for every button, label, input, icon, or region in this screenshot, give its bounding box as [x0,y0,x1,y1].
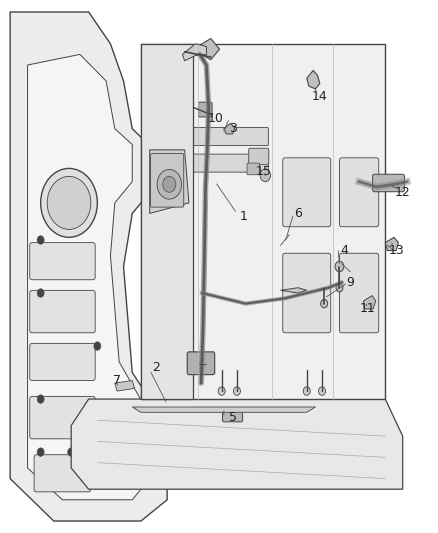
FancyBboxPatch shape [187,352,214,375]
FancyBboxPatch shape [34,455,91,492]
Text: 6: 6 [293,207,301,220]
Circle shape [218,387,225,395]
Text: 9: 9 [346,276,353,289]
FancyBboxPatch shape [339,253,378,333]
FancyBboxPatch shape [30,397,95,439]
Circle shape [318,387,325,395]
Polygon shape [71,399,402,489]
Circle shape [37,395,44,403]
Circle shape [37,448,44,456]
Polygon shape [141,44,385,399]
FancyBboxPatch shape [248,148,268,165]
Circle shape [335,284,342,292]
FancyBboxPatch shape [144,127,268,146]
Circle shape [320,300,327,308]
Polygon shape [10,12,167,521]
Circle shape [334,261,343,272]
FancyBboxPatch shape [198,102,212,117]
FancyBboxPatch shape [144,154,268,172]
Circle shape [259,169,270,182]
Circle shape [37,236,44,244]
Text: 3: 3 [228,122,236,135]
FancyBboxPatch shape [339,158,378,227]
Polygon shape [193,38,219,60]
Text: 4: 4 [339,244,347,257]
Text: 1: 1 [239,209,247,223]
Circle shape [162,176,176,192]
Text: 2: 2 [152,361,160,374]
Polygon shape [280,288,306,293]
Circle shape [94,342,101,350]
Text: 14: 14 [311,90,327,103]
FancyBboxPatch shape [247,163,259,175]
Circle shape [67,448,74,456]
FancyBboxPatch shape [372,174,403,192]
FancyBboxPatch shape [30,290,95,333]
Circle shape [85,464,92,472]
Text: 11: 11 [359,302,375,316]
Polygon shape [182,44,206,61]
Circle shape [233,387,240,395]
Polygon shape [306,70,319,89]
Polygon shape [115,381,134,391]
Circle shape [157,169,181,199]
FancyBboxPatch shape [30,243,95,280]
Polygon shape [132,407,315,413]
Circle shape [37,289,44,297]
Circle shape [47,176,91,229]
Polygon shape [141,44,193,399]
Polygon shape [385,237,397,251]
FancyBboxPatch shape [150,154,184,207]
Circle shape [41,168,97,237]
Polygon shape [363,296,375,309]
Polygon shape [28,54,149,500]
FancyBboxPatch shape [222,408,242,422]
FancyBboxPatch shape [282,158,330,227]
Polygon shape [223,123,234,134]
Circle shape [303,387,310,395]
Text: 7: 7 [113,374,121,387]
Text: 5: 5 [228,411,236,424]
FancyBboxPatch shape [30,343,95,381]
Polygon shape [149,150,188,214]
Text: 15: 15 [254,165,270,177]
Text: 12: 12 [394,186,410,199]
Text: 10: 10 [207,111,223,125]
FancyBboxPatch shape [282,253,330,333]
Text: 13: 13 [387,244,403,257]
